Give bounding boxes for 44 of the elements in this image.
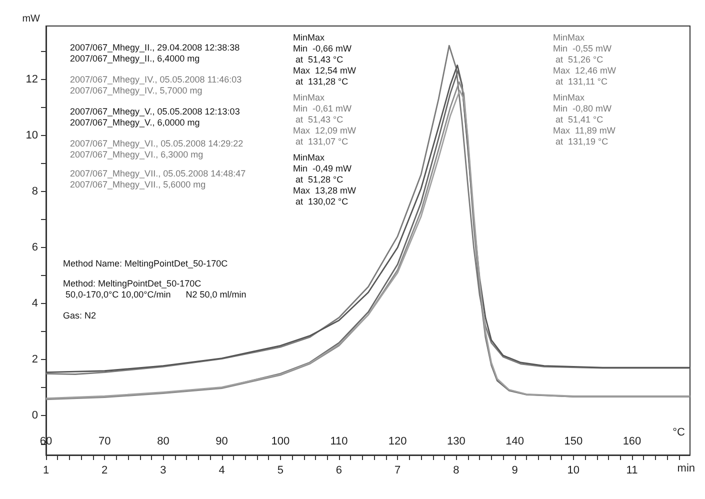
annotation: 2007/067_Mhegy_II., 29.04.2008 12:38:38 2007/067_Mhegy_II., 6,4000 mg	[70, 42, 240, 64]
x2-tick-label: 8	[453, 464, 460, 476]
x2-tick-label: 2	[102, 464, 108, 476]
x-tick-label: 80	[157, 436, 170, 448]
x-axis-title: °C	[672, 426, 686, 438]
x2-tick-label: 7	[394, 464, 401, 476]
annotation: MinMax Min -0,55 mW at 51,26 °C Max 12,46 mW at 131,11 °C	[553, 32, 617, 86]
x2-tick-label: 6	[336, 464, 342, 476]
annotation: 2007/067_Mhegy_IV., 05.05.2008 11:46:03 2007/067_Mhegy_IV., 5,7000 mg	[70, 74, 242, 96]
x-tick-label: 150	[564, 436, 583, 448]
x2-tick-label: 1	[42, 464, 50, 476]
x-tick-label: 140	[506, 436, 524, 448]
annotation: Method Name: MeltingPointDet_50-170C	[63, 258, 228, 268]
annotation: 2007/067_Mhegy_V., 05.05.2008 12:13:03 2007/067_Mhegy_V., 6,0000 mg	[70, 106, 240, 128]
x2-axis-title: min	[677, 462, 696, 474]
annotation: MinMax Min -0,49 mW at 51,28 °C Max 13,28 mW at 130,02 °C	[293, 152, 357, 206]
x-tick-label: 90	[216, 436, 228, 448]
x-tick-label: 120	[388, 436, 407, 448]
x-tick-label: 130	[447, 436, 466, 448]
x-tick-label: 70	[98, 436, 111, 448]
x2-tick-label: 11	[626, 464, 638, 476]
x-tick-label: 110	[330, 436, 348, 448]
x2-tick-label: 5	[277, 464, 284, 476]
y-axis-title: mW	[22, 14, 41, 24]
annotation: MinMax Min -0,66 mW at 51,43 °C Max 12,54 mW at 131,28 °C	[293, 32, 357, 86]
annotation: MinMax Min -0,61 mW at 51,43 °C Max 12,09 mW at 131,07 °C	[293, 92, 357, 146]
x-tick-label: 100	[271, 436, 290, 448]
y-tick-label: 12	[26, 73, 38, 86]
y-tick-label: 0	[32, 410, 38, 422]
y-tick-label: 2	[32, 354, 38, 366]
y-tick-label: 6	[32, 242, 38, 254]
x2-tick-label: 10	[567, 464, 580, 476]
x-tick-label: 160	[622, 436, 642, 448]
y-tick-label: 10	[26, 129, 38, 142]
x2-tick-label: 9	[512, 464, 518, 476]
y-tick-label: 4	[32, 298, 38, 310]
x2-tick-label: 3	[160, 464, 166, 476]
annotation: 2007/067_Mhegy_VI., 05.05.2008 14:29:22 2007/067_Mhegy_VI., 6,3000 mg	[70, 138, 244, 160]
x2-tick-label: 4	[218, 464, 225, 476]
annotation: Gas: N2	[63, 310, 96, 320]
annotation: Method: MeltingPointDet_50-170C 50,0-170,0°C 10,00°C/min N2 50,0 ml/min	[63, 278, 246, 300]
annotation: 2007/067_Mhegy_VII., 05.05.2008 14:48:47 2007/067_Mhegy_VII., 5,6000 mg	[70, 168, 246, 190]
annotation: MinMax Min -0,80 mW at 51,41 °C Max 11,89 mW at 131,19 °C	[553, 92, 616, 146]
y-tick-label: 8	[32, 185, 38, 198]
